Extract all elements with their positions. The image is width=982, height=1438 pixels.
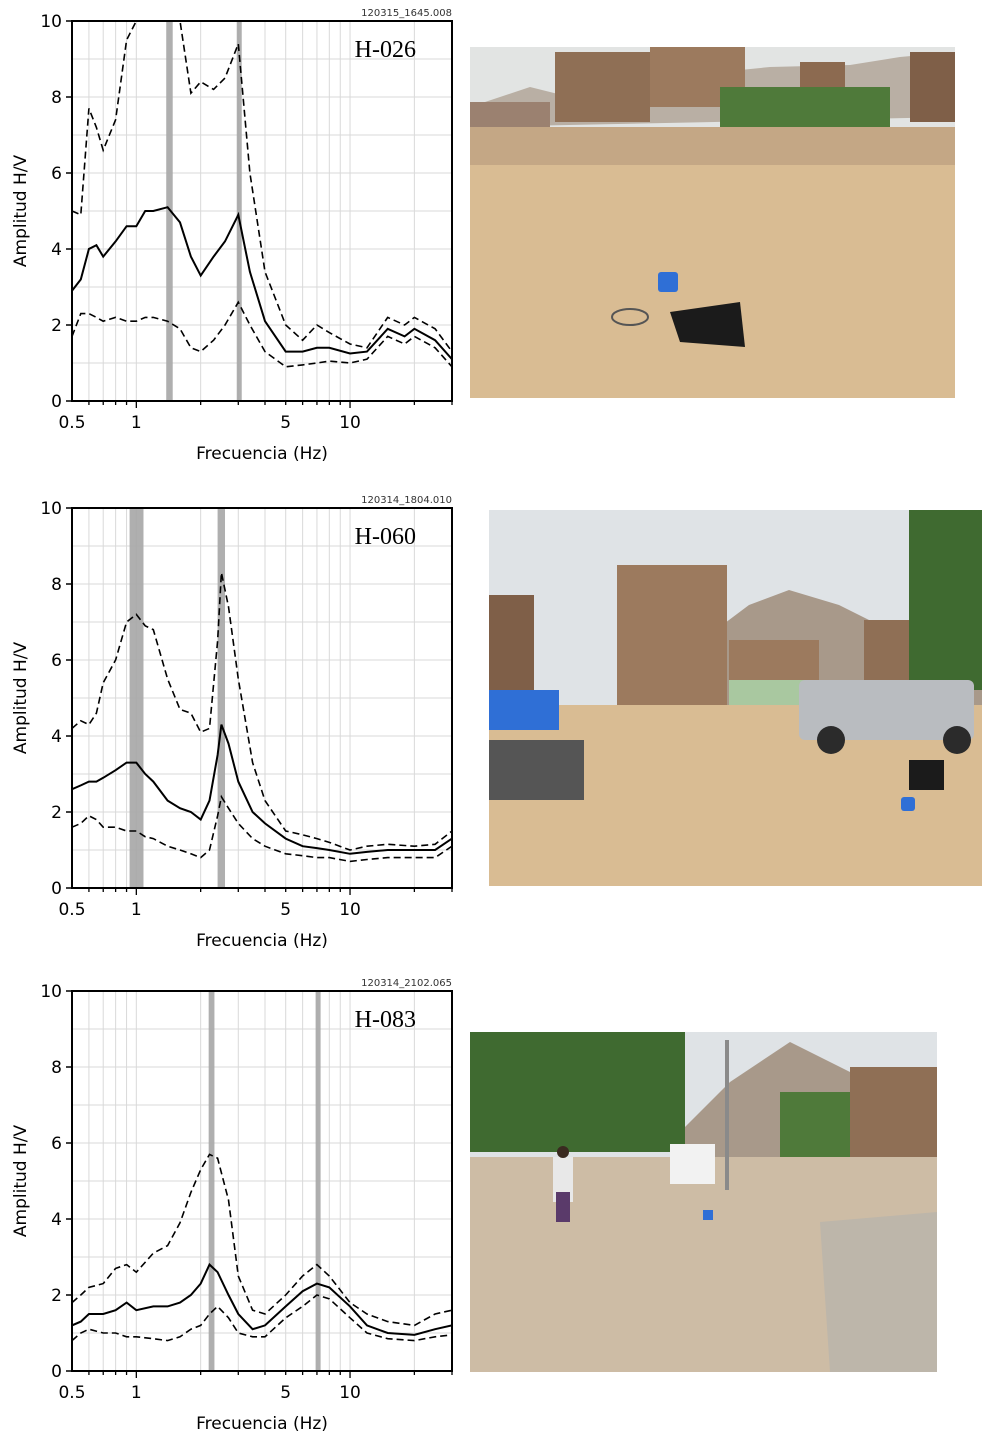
grid (72, 21, 453, 401)
hv-chart-svg: 0 2 4 6 8 10 0.5 1 5 10 Frecuencia (Hz) Amplitud H/… (11, 8, 453, 464)
site-photo-h060 (489, 510, 982, 886)
y-tick-label: 6 (51, 651, 62, 671)
peak-band-1 (129, 508, 144, 888)
x-tick-label: 0.5 (58, 900, 85, 920)
y-axis-label: Amplitud H/V (11, 642, 31, 755)
y-tick-label: 8 (51, 575, 62, 595)
y-axis-label: Amplitud H/V (11, 155, 31, 268)
hv-upper-std-curve (72, 572, 452, 851)
grid (72, 991, 453, 1371)
record-id: 120315_1645.008 (361, 8, 452, 19)
peak-band-2 (217, 508, 226, 888)
y-tick-label: 2 (51, 803, 62, 823)
hv-chart-panel-h026: 0 2 4 6 8 10 0.5 1 5 10 Frecuencia (Hz) Amplitud H/… (0, 0, 470, 480)
y-tick-label: 6 (51, 164, 62, 184)
plot-frame (71, 507, 453, 889)
record-id: 120314_1804.010 (361, 495, 452, 506)
y-tick-label: 4 (51, 727, 62, 747)
station-label: H-060 (355, 524, 416, 550)
y-tick-label: 8 (51, 1058, 62, 1078)
x-tick-label: 1 (131, 900, 142, 920)
hv-upper-std-curve (72, 1153, 452, 1327)
y-tick-label: 0 (51, 392, 62, 412)
station-label: H-026 (355, 37, 416, 63)
y-tick-label: 10 (40, 12, 62, 32)
hv-lower-std-curve (72, 300, 452, 368)
y-tick-label: 6 (51, 1134, 62, 1154)
x-axis-label: Frecuencia (Hz) (196, 1414, 328, 1434)
plot-frame (71, 990, 453, 1372)
x-tick-label: 1 (131, 413, 142, 433)
station-label: H-083 (355, 1007, 416, 1033)
hv-lower-std-curve (72, 794, 452, 863)
x-tick-label: 1 (131, 1383, 142, 1403)
plot-frame (71, 20, 453, 402)
hv-chart-svg: 0 2 4 6 8 10 0.5 1 5 10 Frecuencia (Hz) Amplitud H/… (11, 495, 453, 951)
grid (72, 508, 453, 888)
y-tick-label: 2 (51, 316, 62, 336)
site-photo-h026-image (470, 47, 955, 398)
x-tick-label: 0.5 (58, 1383, 85, 1403)
y-tick-label: 10 (40, 982, 62, 1002)
y-tick-label: 0 (51, 879, 62, 899)
x-tick-label: 10 (339, 413, 361, 433)
hv-upper-std-curve (72, 21, 452, 353)
x-tick-label: 0.5 (58, 413, 85, 433)
peak-band-2 (315, 991, 321, 1371)
x-tick-label: 10 (339, 1383, 361, 1403)
site-photo-h060-image (489, 510, 982, 886)
site-photo-h083-image (470, 1032, 937, 1372)
hv-mean-curve (72, 206, 452, 360)
peak-band-2 (236, 21, 242, 401)
x-tick-label: 5 (280, 413, 291, 433)
hv-mean-curve (72, 1262, 452, 1336)
site-photo-h026 (470, 47, 955, 398)
hv-chart-panel-h083: 0 2 4 6 8 10 0.5 1 5 10 Frecuencia (Hz) Amplitud H/… (0, 970, 470, 1438)
y-tick-label: 4 (51, 1210, 62, 1230)
x-axis-label: Frecuencia (Hz) (196, 931, 328, 951)
y-tick-label: 0 (51, 1362, 62, 1382)
y-tick-label: 10 (40, 499, 62, 519)
x-tick-label: 10 (339, 900, 361, 920)
y-axis-label: Amplitud H/V (11, 1125, 31, 1238)
hv-lower-std-curve (72, 1294, 452, 1342)
peak-band-1 (208, 991, 215, 1371)
record-id: 120314_2102.065 (361, 978, 452, 989)
x-tick-label: 5 (280, 900, 291, 920)
hv-chart-panel-h060: 0 2 4 6 8 10 0.5 1 5 10 Frecuencia (Hz) Amplitud H/… (0, 487, 470, 957)
hv-mean-curve (72, 724, 452, 855)
x-tick-label: 5 (280, 1383, 291, 1403)
hv-chart-svg: 0 2 4 6 8 10 0.5 1 5 10 Frecuencia (Hz) Amplitud H/… (11, 978, 453, 1434)
x-axis-label: Frecuencia (Hz) (196, 444, 328, 464)
y-tick-label: 4 (51, 240, 62, 260)
y-tick-label: 2 (51, 1286, 62, 1306)
y-tick-label: 8 (51, 88, 62, 108)
site-photo-h083 (470, 1032, 937, 1372)
